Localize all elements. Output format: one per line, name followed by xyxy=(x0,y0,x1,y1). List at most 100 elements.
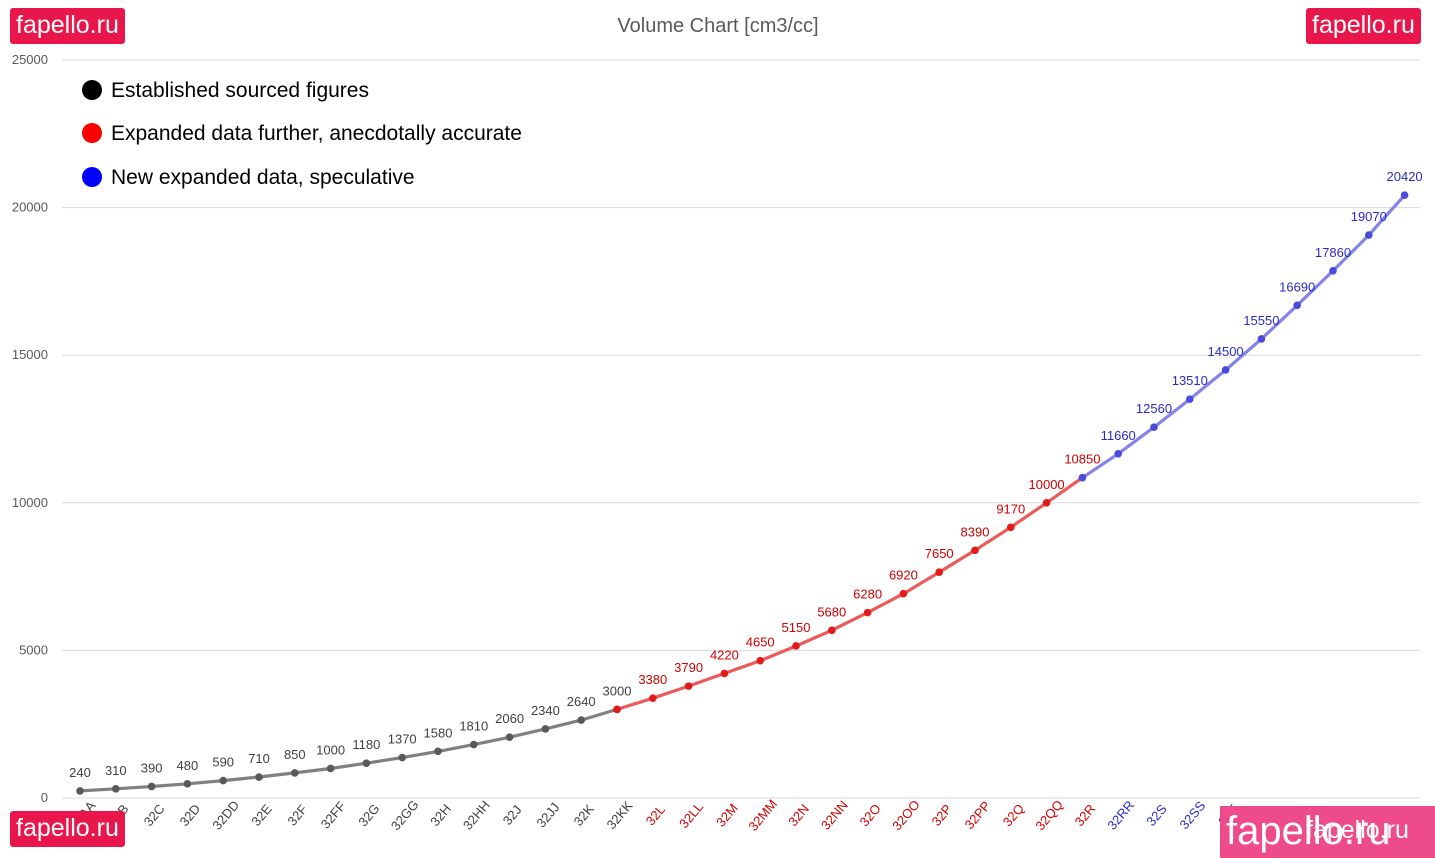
data-label: 3000 xyxy=(603,683,632,698)
data-point xyxy=(756,656,764,665)
watermark-bottom-right-small: fapello.ru xyxy=(1306,816,1409,844)
x-tick-label: 32KK xyxy=(604,798,636,832)
data-label: 850 xyxy=(284,747,306,762)
data-point xyxy=(899,589,908,598)
data-point xyxy=(720,669,729,678)
data-label: 2340 xyxy=(531,703,560,718)
data-label: 390 xyxy=(141,760,163,775)
data-label: 11660 xyxy=(1101,428,1136,443)
data-point xyxy=(613,705,621,714)
x-tick-label: 32HH xyxy=(460,798,493,833)
data-point xyxy=(434,747,442,756)
x-tick-label: 32S xyxy=(1143,801,1170,829)
data-point xyxy=(1400,191,1409,200)
data-label: 2060 xyxy=(495,711,524,726)
data-label: 480 xyxy=(177,758,199,773)
legend-marker-2 xyxy=(82,167,102,187)
data-point xyxy=(112,785,120,793)
series-line-0 xyxy=(78,707,619,793)
watermark-top-left: fapello.ru xyxy=(10,8,125,44)
data-point xyxy=(398,753,407,762)
data-label: 2640 xyxy=(567,694,596,709)
data-label: 710 xyxy=(248,751,270,766)
data-label: 8390 xyxy=(961,524,990,539)
data-label: 20420 xyxy=(1387,169,1423,184)
data-label: 10000 xyxy=(1029,477,1065,492)
data-point xyxy=(183,780,192,788)
data-label: 1370 xyxy=(388,732,417,747)
data-label: 19070 xyxy=(1351,209,1387,224)
x-tick-label: 32NN xyxy=(818,798,851,833)
data-point xyxy=(362,759,371,767)
data-point xyxy=(1114,449,1122,458)
data-label: 12560 xyxy=(1136,401,1172,416)
data-label: 15550 xyxy=(1243,313,1279,328)
x-tick-label: 32F xyxy=(284,802,310,829)
y-tick-10000: 10000 xyxy=(12,495,48,510)
data-label: 9170 xyxy=(996,501,1025,516)
y-tick-0: 0 xyxy=(41,790,48,805)
legend-label-1: Expanded data further, anecdotally accur… xyxy=(111,122,522,145)
data-point xyxy=(792,642,800,650)
grid-lines xyxy=(62,59,1420,799)
data-point xyxy=(1329,266,1337,275)
data-label: 1000 xyxy=(316,742,345,757)
data-label: 13510 xyxy=(1172,373,1208,388)
data-label: 14500 xyxy=(1208,344,1244,359)
data-point xyxy=(577,716,585,724)
x-tick-label: 32LL xyxy=(676,799,706,831)
chart-title: Volume Chart [cm3/cc] xyxy=(617,15,818,37)
data-point xyxy=(1221,366,1230,374)
x-tick-label: 32M xyxy=(713,801,741,830)
watermark-bottom-left: fapello.ru xyxy=(10,811,125,847)
data-label: 590 xyxy=(212,755,234,770)
data-label: 10850 xyxy=(1064,452,1100,467)
x-tick-label: 32GG xyxy=(388,797,422,833)
data-point xyxy=(541,725,550,733)
x-tick-label: 32G xyxy=(355,801,382,829)
x-tick-label: 32O xyxy=(857,801,884,829)
legend-label-2: New expanded data, speculative xyxy=(111,166,415,189)
x-tick-label: 32N xyxy=(785,801,812,829)
data-label: 5150 xyxy=(782,620,811,635)
x-tick-label: 32DD xyxy=(209,798,242,833)
data-label: 16690 xyxy=(1279,279,1315,294)
data-point xyxy=(971,546,979,555)
x-tick-label: 32C xyxy=(141,801,168,829)
x-tick-label: 32FF xyxy=(318,799,349,832)
x-tick-label: 32MM xyxy=(745,796,780,833)
data-point xyxy=(1042,499,1051,507)
data-point xyxy=(76,787,84,795)
y-tick-25000: 25000 xyxy=(12,52,48,67)
y-tick-15000: 15000 xyxy=(12,347,48,362)
x-tick-label: 32H xyxy=(427,801,454,829)
data-point xyxy=(1007,523,1015,532)
series-lines xyxy=(78,193,1407,793)
data-label: 4220 xyxy=(710,647,739,662)
data-label: 6280 xyxy=(853,587,882,602)
y-tick-20000: 20000 xyxy=(12,200,48,215)
x-tick-label: 32L xyxy=(643,802,668,828)
x-tick-label: 32J xyxy=(500,802,525,828)
data-point xyxy=(649,694,657,703)
data-point xyxy=(470,740,478,749)
data-point xyxy=(1078,473,1087,482)
legend-label-0: Established sourced figures xyxy=(111,79,369,102)
x-tick-label: 32PP xyxy=(962,798,994,832)
data-label: 240 xyxy=(69,765,91,780)
data-point xyxy=(935,568,943,576)
data-label: 1810 xyxy=(459,719,488,734)
data-point xyxy=(505,733,514,741)
data-point xyxy=(147,782,156,791)
x-tick-label: 32K xyxy=(571,801,598,829)
data-point xyxy=(828,626,836,635)
series-markers xyxy=(76,191,1409,795)
data-label: 17860 xyxy=(1315,245,1351,260)
data-label: 5680 xyxy=(817,604,846,619)
x-axis-ticks: 32AA32B32C32D32DD32E32F32FF32G32GG32H32H… xyxy=(67,796,1242,833)
data-labels: 240 310 390 480 590 710 850 1000 1180 1370 1580 181… xyxy=(69,169,1423,780)
legend: Established sourced figures Expanded data… xyxy=(82,79,522,189)
x-tick-label: 32E xyxy=(248,801,275,829)
